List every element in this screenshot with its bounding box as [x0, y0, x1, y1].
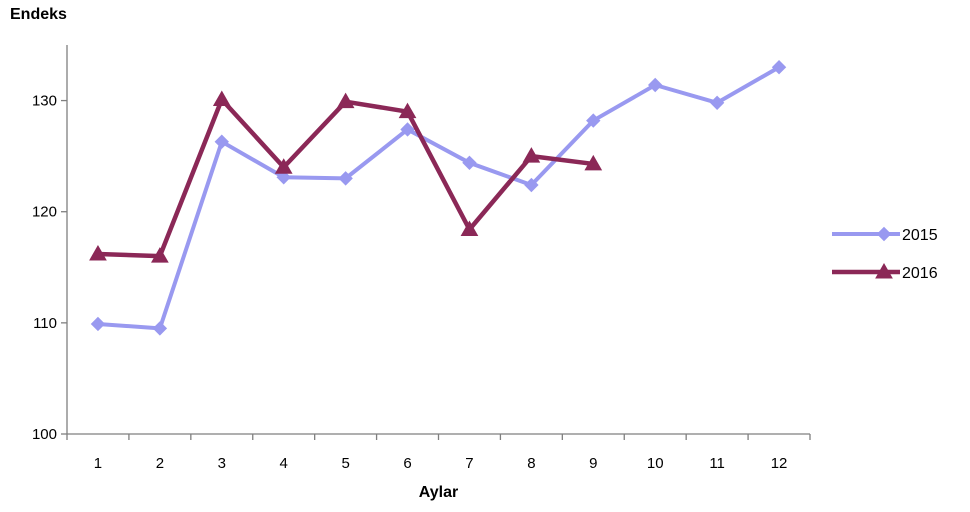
data-point-2015 [152, 321, 168, 336]
data-point-2016 [274, 158, 293, 174]
data-point-2016 [398, 102, 417, 119]
x-tick-label: 11 [709, 455, 725, 472]
y-axis-title: Endeks [10, 6, 67, 23]
y-tick-label: 130 [32, 93, 57, 110]
x-tick-label: 9 [589, 455, 597, 472]
x-tick-label: 12 [771, 455, 788, 472]
x-tick-label: 1 [94, 455, 102, 472]
data-point-2016 [584, 154, 603, 171]
series-line-2015 [95, 65, 782, 331]
x-axis-ticks: 1 2 3 4 5 6 7 8 9 10 11 12 [66, 434, 811, 472]
data-point-2016 [151, 247, 169, 263]
x-tick-label: 5 [341, 455, 349, 472]
data-point-2016 [522, 147, 541, 163]
x-tick-label: 8 [527, 455, 535, 472]
data-point-2016 [460, 220, 479, 236]
legend-item-2016: 2016 [832, 262, 938, 282]
legend-label: 2015 [902, 227, 938, 244]
x-tick-label: 10 [647, 455, 664, 472]
x-axis-title: Aylar [419, 484, 458, 501]
legend-marker [875, 262, 893, 279]
data-point-2016 [212, 90, 231, 106]
data-point-2015 [400, 122, 415, 137]
legend: 2015 2016 [832, 226, 938, 282]
y-axis-ticks: 100 110 120 130 [32, 93, 67, 443]
x-tick-label: 2 [156, 455, 164, 472]
data-point-2015 [586, 113, 601, 128]
legend-marker [876, 226, 892, 242]
data-point-2015 [648, 77, 663, 93]
data-point-2015 [90, 316, 106, 332]
data-point-2015 [276, 170, 291, 185]
data-point-2015 [524, 177, 539, 193]
y-tick-label: 120 [32, 204, 57, 221]
x-tick-label: 7 [465, 455, 473, 472]
data-point-2015 [338, 171, 353, 186]
series-layer [89, 60, 787, 336]
x-tick-label: 4 [280, 455, 288, 472]
data-point-2016 [89, 244, 107, 261]
series-2015 [90, 60, 787, 336]
data-point-2015 [709, 95, 725, 111]
data-point-2015 [771, 60, 787, 75]
y-tick-label: 110 [33, 315, 57, 332]
y-tick-label: 100 [32, 426, 57, 443]
data-point-2015 [462, 155, 477, 171]
legend-item-2015: 2015 [832, 226, 938, 244]
data-point-2016 [336, 92, 355, 109]
legend-label: 2016 [902, 265, 938, 282]
series-2016 [89, 90, 603, 263]
data-point-2015 [214, 134, 229, 149]
x-tick-label: 6 [403, 455, 411, 472]
x-tick-label: 3 [218, 455, 226, 472]
